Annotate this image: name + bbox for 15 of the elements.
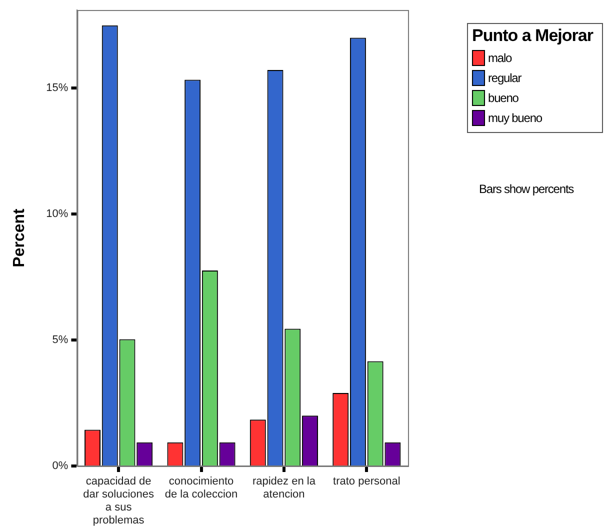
x-tick-label: rapidez en la atencion — [252, 476, 316, 501]
legend-label: malo — [488, 51, 512, 65]
x-tick-label: conocimiento de la coleccion — [164, 476, 238, 501]
y-tick-label: 0% — [52, 460, 68, 472]
legend-label: muy bueno — [488, 111, 542, 125]
x-tick-label: capacidad de dar soluciones a sus problemas — [83, 476, 155, 527]
x-tick-label: trato personal — [333, 476, 400, 488]
legend-label: regular — [488, 71, 522, 85]
y-axis-title: Percent — [11, 208, 28, 268]
text: Bars show percents — [479, 182, 574, 196]
y-tick-label: 15% — [46, 82, 68, 94]
y-tick-label: 10% — [46, 208, 68, 220]
legend-label: bueno — [488, 91, 518, 105]
legend-title: Punto a Mejorar — [472, 26, 594, 46]
y-tick-label: 5% — [52, 334, 68, 346]
